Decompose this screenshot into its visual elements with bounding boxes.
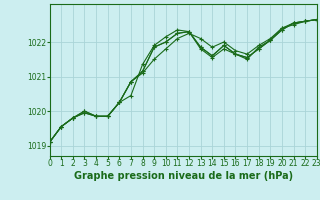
X-axis label: Graphe pression niveau de la mer (hPa): Graphe pression niveau de la mer (hPa) [74, 171, 293, 181]
